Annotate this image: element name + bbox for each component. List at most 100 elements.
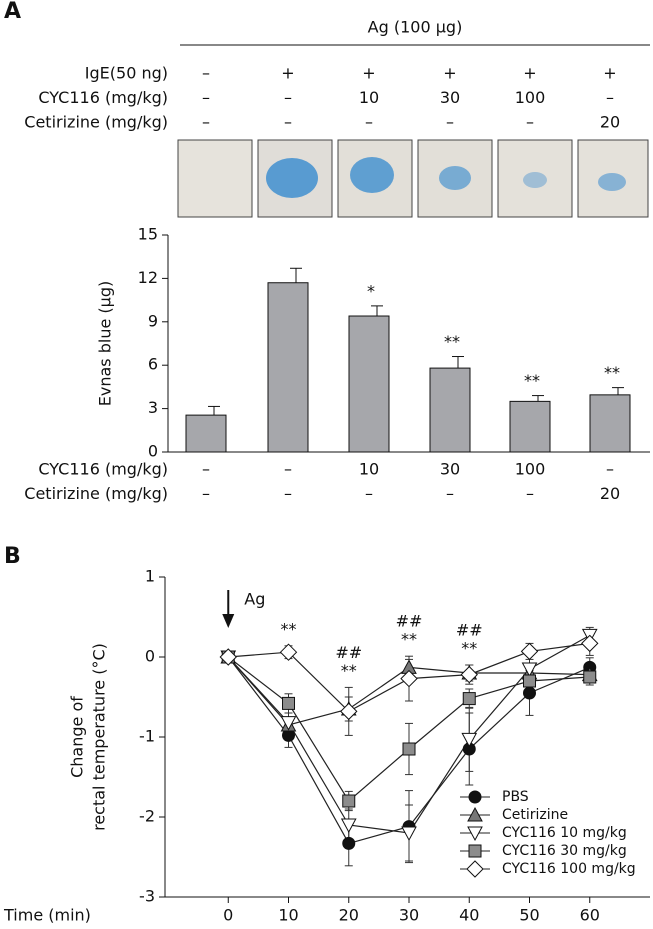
y-tick-label: 12 (138, 268, 158, 287)
legend-label: CYC116 10 mg/kg (502, 825, 627, 841)
x-tick-label: 60 (580, 906, 600, 925)
marker (402, 742, 416, 756)
significance: ** (461, 639, 477, 658)
legend-label: CYC116 100 mg/kg (502, 861, 636, 877)
significance: ## (335, 643, 362, 662)
row-label: Cetirizine (mg/kg) (24, 113, 168, 132)
y-tick-label: 9 (148, 311, 158, 330)
marker (282, 696, 296, 710)
legend-label: Cetirizine (502, 807, 568, 823)
marker (342, 794, 356, 808)
row-cell: 10 (359, 88, 379, 107)
row-label: CYC116 (mg/kg) (38, 88, 168, 107)
marker (400, 669, 418, 688)
x-tick-label: 50 (519, 906, 539, 925)
row-cell: – (284, 460, 292, 479)
y-tick-label: 0 (145, 647, 155, 666)
marker (340, 818, 357, 834)
row-cell: + (443, 64, 456, 83)
y-tick-label: -1 (139, 727, 155, 746)
marker (280, 716, 297, 731)
marker (523, 674, 537, 688)
x-axis-label: Time (min) (3, 906, 91, 925)
x-tick-label: 10 (278, 906, 298, 925)
marker (462, 692, 476, 706)
row-cell: – (365, 113, 373, 132)
row-cell: 100 (515, 88, 546, 107)
marker (460, 665, 478, 684)
marker (468, 844, 482, 858)
x-tick-label: 0 (223, 906, 233, 925)
row-cell: – (284, 88, 292, 107)
row-label: Cetirizine (mg/kg) (24, 484, 168, 503)
stain (598, 173, 626, 191)
bar (348, 315, 390, 453)
y-axis-label: rectal temperature (°C) (90, 643, 109, 831)
row-cell: + (603, 64, 616, 83)
row-cell: – (365, 484, 373, 503)
row-cell: – (526, 113, 534, 132)
marker (467, 806, 483, 822)
row-cell: – (526, 484, 534, 503)
x-tick-label: 20 (339, 906, 359, 925)
row-cell: – (202, 460, 210, 479)
row-cell: – (606, 460, 614, 479)
event-label: Ag (244, 590, 265, 609)
significance: ** (281, 619, 297, 638)
bar (509, 400, 551, 453)
marker (466, 860, 484, 878)
significance: ** (444, 332, 460, 351)
marker (521, 662, 538, 678)
row-cell: 10 (359, 460, 379, 479)
marker (583, 670, 597, 684)
significance: ## (396, 612, 423, 631)
row-cell: – (202, 64, 210, 83)
y-tick-label: -3 (139, 887, 155, 906)
bar (185, 414, 227, 453)
row-label: IgE(50 ng) (85, 64, 168, 83)
header-title: Ag (100 μg) (368, 18, 463, 37)
row-cell: – (202, 113, 210, 132)
stain (523, 172, 547, 188)
significance: ## (456, 621, 483, 640)
marker (279, 643, 298, 661)
significance: ** (524, 371, 540, 390)
significance: * (367, 281, 375, 300)
row-cell: – (284, 113, 292, 132)
y-axis-label: Change of (68, 696, 87, 778)
row-cell: – (446, 113, 454, 132)
stain (439, 166, 471, 190)
row-cell: – (202, 88, 210, 107)
row-cell: + (523, 64, 536, 83)
x-tick-label: 30 (399, 906, 419, 925)
marker (581, 634, 599, 653)
row-label: CYC116 (mg/kg) (38, 460, 168, 479)
row-cell: – (606, 88, 614, 107)
panel-label: A (4, 0, 21, 24)
bar (267, 282, 309, 453)
y-tick-label: -2 (139, 807, 155, 826)
stain (350, 157, 394, 193)
event-arrowhead (222, 614, 235, 628)
marker (401, 826, 417, 842)
marker (342, 836, 356, 850)
y-axis-label: Evnas blue (μg) (96, 281, 115, 406)
marker (523, 686, 537, 700)
marker (219, 648, 237, 666)
bar (429, 367, 471, 453)
y-tick-label: 1 (145, 567, 155, 586)
marker (520, 642, 539, 661)
y-tick-label: 3 (148, 398, 158, 417)
marker (468, 790, 482, 804)
legend-label: CYC116 30 mg/kg (502, 843, 627, 859)
legend-label: PBS (502, 789, 529, 805)
row-cell: + (362, 64, 375, 83)
y-tick-label: 0 (148, 442, 158, 461)
significance: ** (401, 630, 417, 649)
row-cell: – (446, 484, 454, 503)
photos (177, 139, 649, 218)
bar (589, 394, 631, 453)
significance: ** (604, 363, 620, 382)
